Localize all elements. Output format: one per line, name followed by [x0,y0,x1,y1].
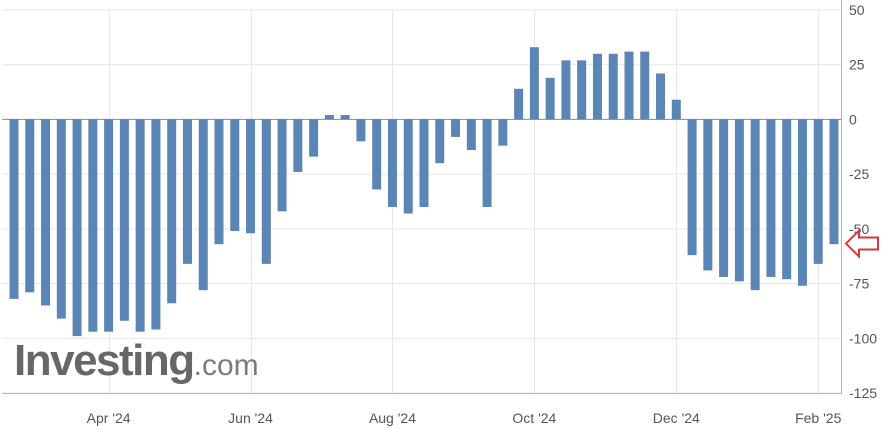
bar [782,119,792,280]
bar [261,119,271,264]
bar [797,119,807,286]
y-tick-label: -75 [849,276,869,292]
bar [309,119,319,157]
bar [529,47,539,120]
bar [25,119,35,293]
bar [167,119,177,304]
bar [545,77,555,120]
x-tick-label: Aug '24 [369,410,416,426]
y-axis-tick-labels: 50 25 0 -25 -50 -75 -100 -125 [849,2,877,401]
current-value-marker [844,228,879,259]
x-tick-label: Apr '24 [87,410,131,426]
bar [750,119,760,291]
bar [340,115,350,120]
bar [577,60,587,120]
bar [703,119,713,271]
y-tick-label: 25 [849,57,865,73]
bar [151,119,161,330]
bar [88,119,98,332]
bar [403,119,413,214]
current-value-arrow [844,228,879,259]
bar [561,60,571,120]
bar [498,119,508,146]
x-tick-label: Feb '25 [795,410,841,426]
bar [482,119,492,207]
bar [246,119,256,234]
x-tick-label: Jun '24 [228,410,273,426]
bar [451,119,461,137]
bar [514,88,524,120]
bar [813,119,823,264]
bar [182,119,192,264]
bar [734,119,744,282]
bar [592,53,602,120]
y-tick-label: 50 [849,2,865,18]
x-tick-label: Oct '24 [512,410,556,426]
bar [72,119,82,337]
bar [829,119,839,245]
bar [41,119,51,306]
bar [640,51,650,120]
bar [135,119,145,332]
bar [356,119,366,142]
bar [435,119,445,164]
bar [466,119,476,151]
bar [214,119,224,245]
x-axis-tick-labels: Apr '24 Jun '24 Aug '24 Oct '24 Dec '24 Feb '… [87,410,842,426]
y-tick-label: -25 [849,166,869,182]
bar [766,119,776,278]
y-tick-label: -125 [849,385,877,401]
bar [277,119,287,212]
bar [293,119,303,172]
bar [656,73,666,120]
y-tick-label: -100 [849,330,877,346]
bar [9,119,19,299]
bar-series [9,47,839,337]
bar [198,119,208,291]
bar [419,119,429,207]
bar [324,115,334,120]
bar [387,119,397,207]
bar [119,119,129,321]
y-tick-label: -50 [849,221,869,237]
bar [608,53,618,120]
bar [624,51,634,120]
bar [372,119,382,190]
bar [719,119,729,278]
bar [671,99,681,120]
bar [230,119,240,232]
bar [56,119,66,319]
x-tick-label: Dec '24 [653,410,700,426]
bar [687,119,697,256]
y-tick-label: 0 [849,111,857,127]
bar [104,119,114,332]
